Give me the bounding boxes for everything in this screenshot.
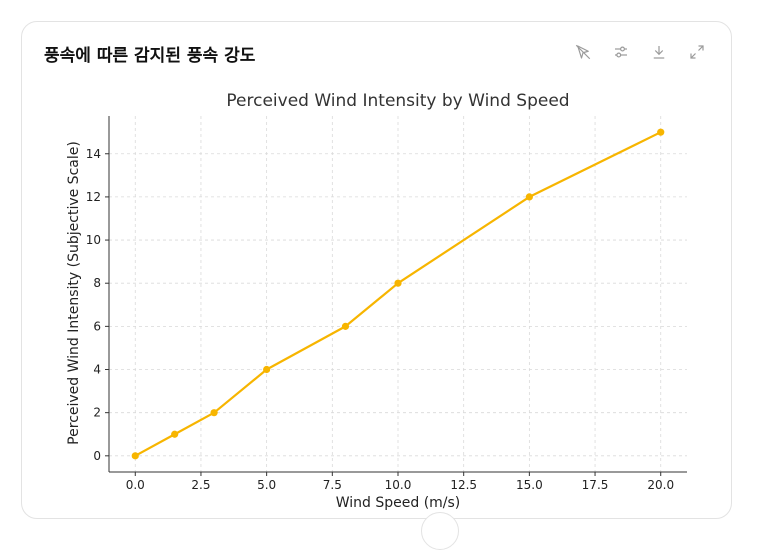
x-tick-label: 20.0 — [647, 478, 674, 492]
x-tick-label: 17.5 — [582, 478, 609, 492]
y-tick-label: 2 — [93, 406, 101, 420]
y-tick-label: 8 — [93, 276, 101, 290]
data-point — [263, 365, 271, 374]
chart-settings-button[interactable] — [609, 40, 633, 64]
x-axis-ticks: 0.0 2.5 5.0 7.5 10.0 12.5 15.0 17.5 20.0 — [126, 472, 674, 492]
line-chart: Perceived Wind Intensity by Wind Speed 0… — [66, 91, 687, 511]
interactive-toggle-button[interactable] — [571, 40, 595, 64]
data-point — [171, 430, 179, 438]
y-tick-label: 0 — [93, 449, 101, 463]
y-tick-label: 4 — [93, 363, 101, 377]
chart-toolbar — [571, 40, 709, 64]
x-tick-label: 0.0 — [126, 478, 145, 492]
chart-grid — [109, 116, 687, 472]
data-point — [525, 193, 533, 201]
data-point — [657, 128, 665, 136]
x-tick-label: 5.0 — [257, 478, 276, 492]
data-point — [131, 452, 139, 460]
settings-sliders-icon — [615, 46, 627, 58]
chart-series — [131, 128, 665, 460]
y-axis-ticks: 0 2 4 6 8 10 12 14 — [86, 147, 109, 463]
x-tick-label: 10.0 — [385, 478, 412, 492]
expand-button[interactable] — [685, 40, 709, 64]
download-button[interactable] — [647, 40, 671, 64]
x-tick-label: 12.5 — [450, 478, 477, 492]
y-tick-label: 10 — [86, 233, 101, 247]
x-tick-label: 7.5 — [323, 478, 342, 492]
data-point — [394, 279, 402, 287]
expand-icon — [690, 45, 704, 59]
data-point — [341, 322, 350, 330]
chart-card: 풍속에 따른 감지된 풍속 강도 — [21, 21, 732, 519]
card-title: 풍속에 따른 감지된 풍속 강도 — [44, 46, 256, 66]
x-tick-label: 2.5 — [191, 478, 210, 492]
chart-title: Perceived Wind Intensity by Wind Speed — [226, 91, 569, 111]
interactive-off-icon — [575, 44, 591, 60]
scroll-indicator — [421, 512, 459, 550]
y-axis-label: Perceived Wind Intensity (Subjective Sca… — [66, 141, 82, 445]
x-tick-label: 15.0 — [516, 478, 543, 492]
download-icon — [653, 46, 665, 59]
data-point — [210, 409, 218, 417]
series-line — [134, 131, 662, 457]
y-tick-label: 14 — [86, 147, 101, 161]
x-axis-label: Wind Speed (m/s) — [336, 495, 461, 511]
y-tick-label: 12 — [86, 190, 101, 204]
y-tick-label: 6 — [93, 319, 101, 333]
